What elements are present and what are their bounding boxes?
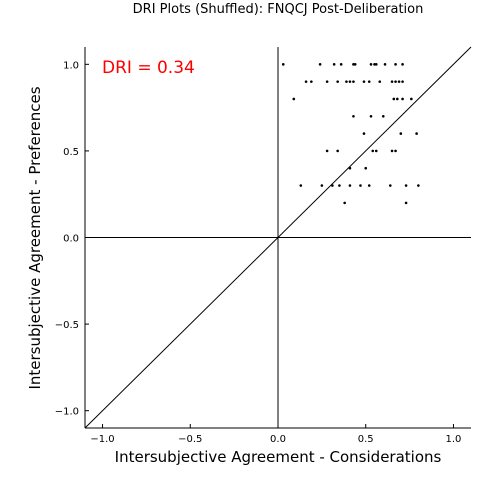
data-point (318, 63, 322, 66)
data-point (378, 80, 382, 83)
data-point (343, 201, 346, 205)
x-axis-label: Intersubjective Agreement - Consideratio… (115, 448, 442, 466)
data-point (338, 184, 341, 187)
data-point (410, 97, 413, 101)
y-tick-label: 0.0 (63, 234, 79, 245)
data-point (417, 184, 420, 187)
data-point (352, 80, 355, 83)
data-point (359, 184, 362, 187)
data-point (352, 114, 355, 118)
data-point (394, 80, 397, 83)
y-axis-label: Intersubjective Agreement - Preferences (26, 86, 44, 389)
data-point (299, 184, 303, 187)
data-point (325, 80, 329, 83)
data-point (396, 97, 399, 101)
dri-annotation: DRI = 0.34 (102, 58, 195, 78)
data-points (281, 63, 420, 205)
y-tick-label: −1.0 (55, 407, 79, 418)
data-point (369, 114, 373, 118)
data-point (336, 149, 339, 153)
reference-lines (84, 46, 472, 429)
y-axis-ticks: −1.0 −0.5 0.0 0.5 1.0 (55, 60, 89, 418)
data-point (374, 149, 378, 153)
data-point (310, 80, 313, 83)
data-point (348, 80, 352, 83)
data-point (325, 149, 329, 153)
data-point (362, 132, 366, 135)
data-point (367, 184, 371, 187)
data-point (394, 149, 397, 153)
data-point (388, 184, 392, 187)
data-point (390, 149, 394, 153)
ref-line-diagonal (84, 46, 472, 429)
x-tick-label: −0.5 (178, 434, 202, 445)
data-point (369, 63, 373, 66)
data-point (336, 80, 339, 83)
data-point (348, 184, 352, 187)
data-point (320, 184, 324, 187)
data-point (332, 63, 336, 66)
data-point (401, 80, 404, 83)
x-tick-label: −1.0 (90, 434, 114, 445)
chart-title: DRI Plots (Shuffled): FNQCJ Post-Deliber… (133, 2, 424, 17)
data-point (415, 132, 418, 135)
y-tick-label: 0.5 (63, 147, 79, 158)
data-point (367, 80, 371, 83)
data-point (281, 63, 285, 66)
data-point (345, 80, 348, 83)
y-tick-label: −0.5 (55, 320, 79, 331)
data-point (404, 201, 408, 205)
data-point (353, 63, 357, 66)
data-point (381, 114, 385, 118)
x-axis-ticks: −1.0 −0.5 0.0 0.5 1.0 (90, 424, 461, 445)
data-point (362, 80, 366, 83)
data-point (394, 63, 397, 66)
x-tick-label: 1.0 (446, 434, 462, 445)
data-point (404, 184, 408, 187)
data-point (371, 149, 375, 153)
data-point (292, 97, 296, 101)
data-point (364, 166, 368, 170)
data-point (374, 63, 378, 66)
data-point (390, 80, 394, 83)
data-point (401, 63, 404, 66)
data-point (397, 80, 401, 83)
data-point (348, 166, 352, 170)
data-point (399, 132, 403, 135)
x-tick-label: 0.0 (270, 434, 286, 445)
data-point (383, 63, 387, 66)
data-point (392, 97, 396, 101)
y-tick-label: 1.0 (63, 60, 79, 71)
data-point (331, 184, 334, 187)
data-point (401, 97, 404, 101)
data-point (339, 63, 343, 66)
data-point (304, 80, 308, 83)
x-tick-label: 0.5 (358, 434, 374, 445)
